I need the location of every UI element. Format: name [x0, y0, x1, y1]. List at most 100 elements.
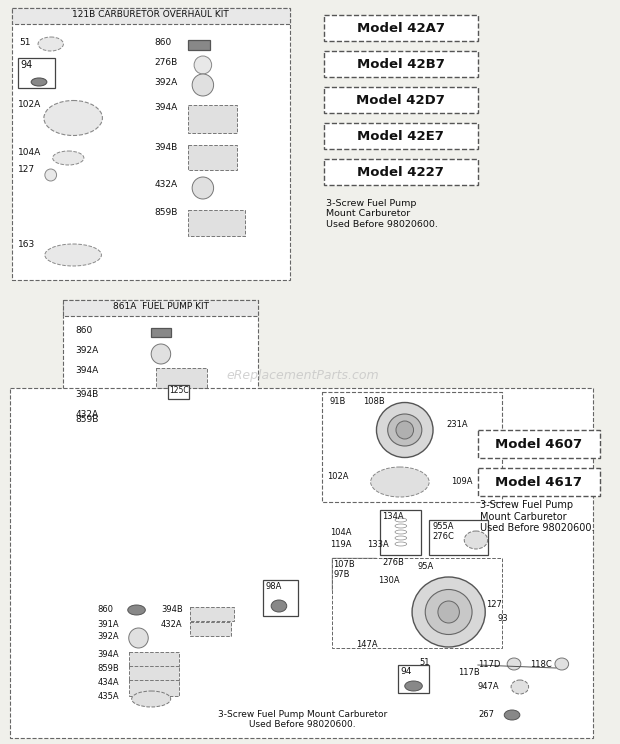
Text: 119A: 119A	[330, 540, 351, 549]
Ellipse shape	[192, 74, 214, 96]
Ellipse shape	[507, 658, 521, 670]
Text: 394B: 394B	[161, 605, 183, 614]
Text: 3-Screw Fuel Pump
Mount Carburetor
Used Before 98020600.: 3-Screw Fuel Pump Mount Carburetor Used …	[480, 500, 595, 533]
Bar	[151, 328, 171, 337]
Bar	[188, 145, 237, 170]
Text: 117B: 117B	[458, 668, 480, 677]
Bar	[324, 123, 478, 149]
Text: 51: 51	[419, 658, 430, 667]
Text: 3-Screw Fuel Pump
Mount Carburetor
Used Before 98020600.: 3-Screw Fuel Pump Mount Carburetor Used …	[326, 199, 438, 229]
Text: Model 4607: Model 4607	[495, 437, 582, 451]
Text: 392A: 392A	[75, 346, 99, 355]
Bar	[188, 40, 210, 50]
Text: 102A: 102A	[327, 472, 348, 481]
Ellipse shape	[271, 600, 286, 612]
Bar	[190, 622, 231, 636]
Ellipse shape	[438, 601, 459, 623]
Ellipse shape	[131, 691, 170, 707]
Bar	[324, 159, 478, 185]
Ellipse shape	[129, 628, 148, 648]
Text: 98A: 98A	[265, 582, 281, 591]
Ellipse shape	[192, 177, 214, 199]
Ellipse shape	[405, 681, 422, 691]
Ellipse shape	[376, 403, 433, 458]
Text: 107B: 107B	[334, 560, 355, 569]
Text: 3-Screw Fuel Pump Mount Carburetor
Used Before 98020600.: 3-Screw Fuel Pump Mount Carburetor Used …	[218, 710, 387, 729]
Ellipse shape	[53, 151, 84, 165]
Text: 104A: 104A	[330, 528, 351, 537]
Bar	[381, 510, 422, 555]
Text: 276B: 276B	[154, 58, 177, 67]
Bar	[332, 558, 376, 590]
Text: Model 42D7: Model 42D7	[356, 94, 445, 106]
Text: 104A: 104A	[17, 148, 41, 157]
Bar	[156, 368, 206, 388]
Text: 391A: 391A	[97, 620, 119, 629]
Ellipse shape	[44, 100, 102, 135]
Bar	[324, 87, 478, 113]
Bar	[129, 666, 179, 682]
Bar	[10, 388, 593, 738]
Text: 432A: 432A	[161, 620, 182, 629]
Bar	[322, 392, 502, 502]
Text: 118C: 118C	[529, 660, 551, 669]
Ellipse shape	[38, 37, 63, 51]
Ellipse shape	[388, 414, 422, 446]
Bar	[429, 520, 488, 555]
Bar	[17, 58, 55, 88]
Bar	[168, 385, 189, 399]
Text: 133A: 133A	[366, 540, 389, 549]
Ellipse shape	[128, 605, 145, 615]
Bar	[156, 417, 206, 437]
Text: 163: 163	[17, 240, 35, 249]
Text: 121B CARBURETOR OVERHAUL KIT: 121B CARBURETOR OVERHAUL KIT	[73, 10, 229, 19]
Text: 134A: 134A	[383, 512, 404, 521]
Text: Model 4617: Model 4617	[495, 475, 582, 489]
Bar	[398, 665, 429, 693]
Text: 108B: 108B	[363, 397, 384, 406]
Text: 51: 51	[19, 38, 31, 47]
Bar	[324, 15, 478, 41]
Bar	[478, 430, 600, 458]
Text: 947A: 947A	[478, 682, 500, 691]
Text: 859B: 859B	[154, 208, 177, 217]
Ellipse shape	[464, 531, 488, 549]
Text: 276C: 276C	[432, 532, 454, 541]
Text: 147A: 147A	[356, 640, 378, 649]
Text: 860: 860	[154, 38, 171, 47]
Text: 392A: 392A	[154, 78, 177, 87]
Bar	[12, 8, 290, 24]
Text: Model 42A7: Model 42A7	[357, 22, 445, 34]
Text: 267: 267	[478, 710, 494, 719]
Text: 394B: 394B	[154, 143, 177, 152]
Text: 860: 860	[75, 326, 92, 335]
Bar	[63, 300, 259, 316]
Text: 117D: 117D	[478, 660, 500, 669]
Ellipse shape	[31, 78, 47, 86]
Text: 94: 94	[20, 60, 33, 70]
Ellipse shape	[555, 658, 569, 670]
Text: 94: 94	[400, 667, 411, 676]
Text: 109A: 109A	[451, 477, 472, 486]
Text: 432A: 432A	[154, 180, 177, 189]
Ellipse shape	[433, 561, 449, 571]
Ellipse shape	[511, 680, 529, 694]
Bar	[188, 105, 237, 133]
Text: 435A: 435A	[97, 692, 119, 701]
Text: 394A: 394A	[97, 650, 119, 659]
Bar	[156, 392, 206, 412]
Text: Model 42B7: Model 42B7	[357, 57, 445, 71]
Bar	[12, 8, 290, 280]
Ellipse shape	[396, 421, 414, 439]
Bar	[324, 51, 478, 77]
Text: 130A: 130A	[378, 576, 400, 585]
Bar	[129, 652, 179, 668]
Text: 955A: 955A	[432, 522, 454, 531]
Text: 231A: 231A	[446, 420, 468, 429]
Text: 392A: 392A	[97, 632, 119, 641]
Bar	[129, 680, 179, 696]
Text: 95A: 95A	[417, 562, 433, 571]
Bar	[478, 468, 600, 496]
Text: 394A: 394A	[75, 366, 99, 375]
Text: Model 4227: Model 4227	[357, 165, 445, 179]
